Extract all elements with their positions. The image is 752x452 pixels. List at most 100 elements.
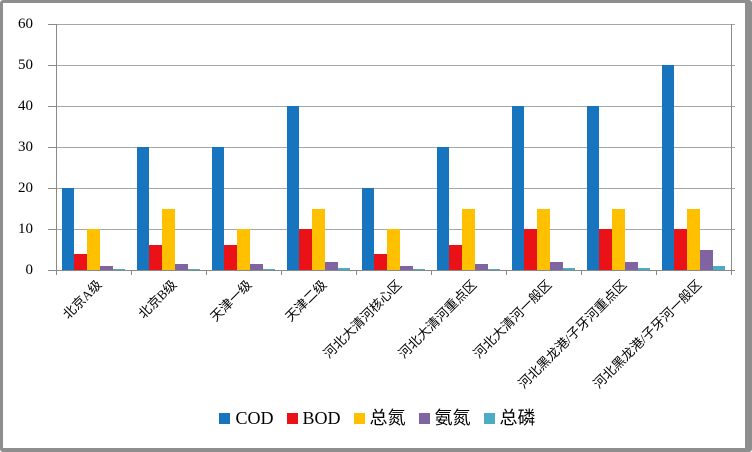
x-category-label: 北京B级 <box>134 277 180 322</box>
bar-BOD-2 <box>224 245 238 270</box>
y-tick-label: 60 <box>18 16 33 32</box>
x-axis-tick <box>506 270 507 275</box>
x-category-label: 河北大清河核心区 <box>319 277 405 362</box>
y-tick-label: 40 <box>18 98 33 114</box>
y-axis-tick <box>48 270 56 271</box>
bar-总氮-8 <box>687 208 700 270</box>
x-category-label: 天津一级 <box>206 277 255 325</box>
x-category-label: 河北黑龙港/子牙河一般区 <box>589 277 705 392</box>
gridline <box>56 147 735 148</box>
legend-label: 总氮 <box>369 408 406 428</box>
plot-area <box>48 24 735 275</box>
x-axis-tick <box>206 270 207 275</box>
bar-总氮-2 <box>237 229 250 270</box>
x-axis-tick <box>656 270 657 275</box>
bar-氨氮-1 <box>174 263 188 270</box>
legend-item-总磷: 总磷 <box>483 407 536 429</box>
bar-COD-0 <box>61 188 75 270</box>
legend-item-COD: COD <box>219 407 274 429</box>
bar-COD-7 <box>586 106 600 270</box>
x-axis-tick <box>731 270 732 275</box>
legend-label: 氨氮 <box>434 408 471 428</box>
bar-BOD-4 <box>374 253 388 270</box>
bar-总氮-5 <box>462 208 475 270</box>
legend-swatch-icon <box>418 412 430 424</box>
x-axis-line <box>56 270 735 271</box>
bar-总磷-1 <box>187 268 201 270</box>
bar-氨氮-4 <box>399 265 413 270</box>
legend: COD BOD 总氮 氨氮 总磷 <box>40 405 715 431</box>
x-axis-tick <box>56 270 57 275</box>
bar-氨氮-2 <box>249 263 263 270</box>
bar-总磷-6 <box>562 267 576 270</box>
bar-COD-8 <box>661 65 675 270</box>
y-axis-tick <box>48 24 56 25</box>
y-tick-label: 50 <box>18 57 33 73</box>
bar-总氮-4 <box>387 229 400 270</box>
legend-label: BOD <box>302 408 341 428</box>
legend-swatch-icon <box>353 412 365 424</box>
bar-总磷-3 <box>337 267 351 270</box>
gridline <box>56 188 735 189</box>
bar-氨氮-6 <box>549 261 563 270</box>
legend-label: COD <box>235 408 274 428</box>
x-axis-tick <box>281 270 282 275</box>
legend-label: 总磷 <box>499 408 536 428</box>
y-axis-tick <box>48 106 56 107</box>
y-axis-tick <box>48 229 56 230</box>
bar-总磷-7 <box>637 267 651 270</box>
bar-总氮-6 <box>537 208 550 270</box>
bar-BOD-0 <box>74 253 88 270</box>
plot-right-border <box>731 24 732 270</box>
x-axis-tick <box>356 270 357 275</box>
legend-item-氨氮: 氨氮 <box>418 407 471 429</box>
bar-氨氮-8 <box>699 249 713 270</box>
legend-item-总氮: 总氮 <box>353 407 406 429</box>
bar-BOD-8 <box>674 229 688 270</box>
gridline <box>56 65 735 66</box>
y-tick-label: 10 <box>18 221 33 237</box>
bar-氨氮-3 <box>324 261 338 270</box>
bar-总氮-3 <box>312 208 325 270</box>
bar-总氮-7 <box>612 208 625 270</box>
bar-总氮-1 <box>162 208 175 270</box>
y-axis-tick <box>48 65 56 66</box>
bar-总氮-0 <box>87 229 100 270</box>
x-axis-tick <box>581 270 582 275</box>
bar-总磷-0 <box>112 269 126 270</box>
bar-氨氮-5 <box>474 263 488 270</box>
bar-BOD-5 <box>449 245 463 270</box>
bar-COD-1 <box>136 147 150 270</box>
bar-COD-4 <box>361 188 375 270</box>
bar-BOD-1 <box>149 245 163 270</box>
legend-swatch-icon <box>483 412 495 424</box>
y-tick-label: 0 <box>25 262 34 278</box>
y-axis-line <box>56 24 57 270</box>
bar-氨氮-0 <box>99 265 113 270</box>
x-category-label: 河北大清河一般区 <box>469 277 555 362</box>
bar-总磷-8 <box>712 265 726 270</box>
x-axis-tick <box>431 270 432 275</box>
x-category-label: 河北大清河重点区 <box>394 277 480 362</box>
y-tick-label: 30 <box>18 139 33 155</box>
bar-COD-3 <box>286 106 300 270</box>
gridline <box>56 24 735 25</box>
x-category-label: 河北黑龙港/子牙河重点区 <box>514 277 630 392</box>
x-axis-tick <box>131 270 132 275</box>
bar-COD-2 <box>211 147 225 270</box>
bar-总磷-4 <box>412 268 426 270</box>
bar-总磷-5 <box>487 268 501 270</box>
bar-COD-6 <box>511 106 525 270</box>
legend-item-BOD: BOD <box>286 407 341 429</box>
y-axis-tick <box>48 188 56 189</box>
bar-BOD-6 <box>524 229 538 270</box>
y-tick-label: 20 <box>18 180 33 196</box>
bar-总磷-2 <box>262 268 276 270</box>
x-category-label: 天津二级 <box>281 277 330 325</box>
gridline <box>56 106 735 107</box>
bar-氨氮-7 <box>624 261 638 270</box>
bar-BOD-7 <box>599 229 613 270</box>
bar-COD-5 <box>436 147 450 270</box>
bar-BOD-3 <box>299 229 313 270</box>
legend-swatch-icon <box>219 412 231 424</box>
